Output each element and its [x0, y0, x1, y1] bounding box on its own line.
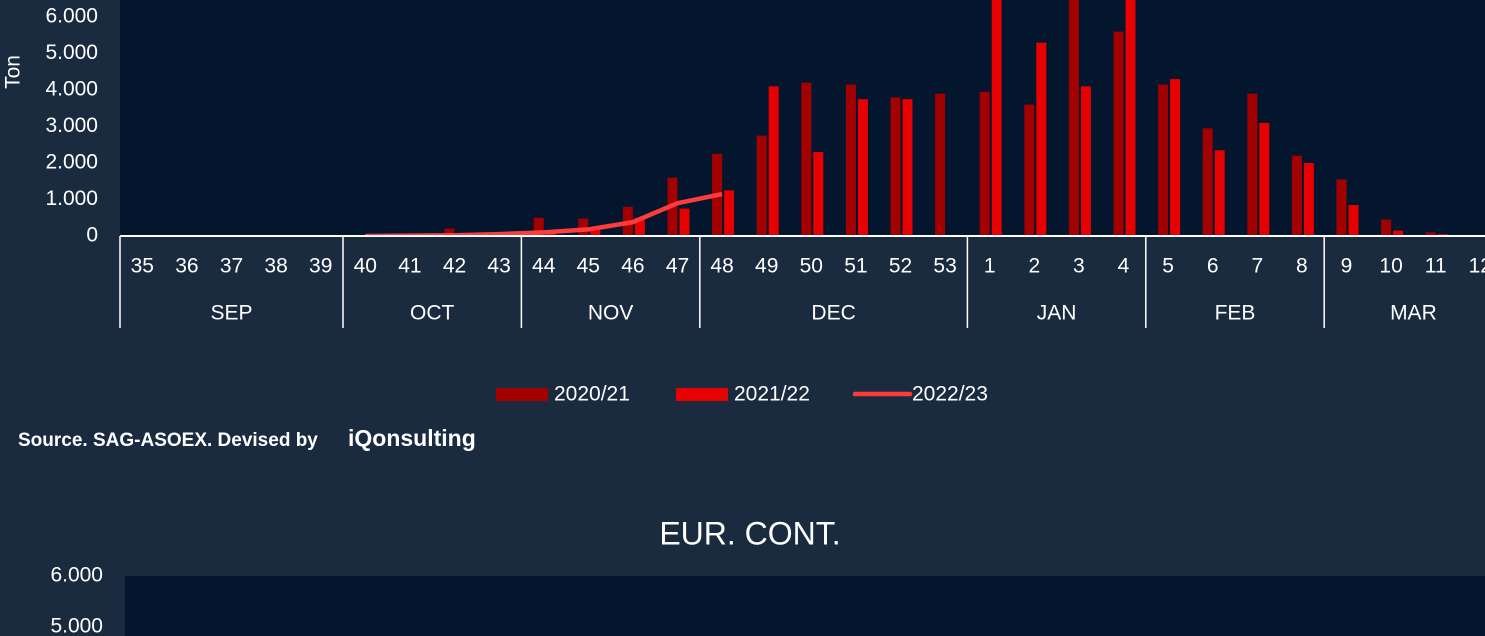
bar [935, 93, 946, 236]
x-tick-label: 45 [577, 255, 600, 278]
x-tick-label: 37 [220, 255, 243, 278]
x-tick-label: 36 [175, 255, 198, 278]
bar [724, 190, 735, 236]
x-tick-label: 52 [889, 255, 912, 278]
bar [1291, 155, 1302, 236]
source: Source. SAG-ASOEX. Devised by [18, 430, 318, 451]
bar [801, 82, 812, 236]
bars [278, 0, 1485, 236]
bar [991, 0, 1002, 236]
bar [1259, 122, 1270, 236]
x-tick-label: 44 [532, 255, 556, 278]
group-label: JAN [1037, 302, 1077, 325]
x-tick-label: 53 [933, 255, 956, 278]
y-tick-label: 6.000 [50, 564, 103, 587]
bar [590, 228, 601, 236]
plot-area [125, 576, 1485, 636]
bar [1381, 219, 1392, 236]
bar [813, 152, 824, 236]
x-tick-label: 12 [1469, 255, 1485, 278]
bar [1348, 204, 1359, 236]
group-label: MAR [1390, 302, 1437, 325]
bar [1170, 79, 1181, 236]
bar [545, 232, 556, 236]
bar [1393, 230, 1404, 236]
x-tick-label: 35 [131, 255, 154, 278]
x-tick-label: 39 [309, 255, 332, 278]
x-tick-label: 8 [1296, 255, 1308, 278]
bar [1336, 179, 1347, 236]
x-tick-label: 4 [1118, 255, 1130, 278]
y-tick-label: 1.000 [45, 187, 98, 210]
y-tick-label: 0 [86, 224, 98, 247]
x-tick-label: 41 [398, 255, 421, 278]
y-tick-label: 5.000 [45, 41, 98, 64]
x-tick-label: 51 [844, 255, 867, 278]
x-tick-label: 9 [1341, 255, 1353, 278]
bar [857, 99, 868, 236]
bar [1158, 84, 1169, 236]
x-tick-label: 46 [621, 255, 644, 278]
bar [679, 208, 690, 236]
group-label: NOV [588, 302, 634, 325]
group-label: FEB [1215, 302, 1256, 325]
x-tick-label: 49 [755, 255, 778, 278]
y-tick-label: 5.000 [50, 615, 103, 636]
bar [902, 99, 913, 236]
x-tick-label: 40 [354, 255, 377, 278]
y-tick-label: 6.000 [45, 5, 98, 28]
legend-swatch [676, 388, 728, 401]
bar [979, 91, 990, 236]
x-tick-label: 2 [1028, 255, 1040, 278]
x-tick-label: 5 [1162, 255, 1174, 278]
group-label: DEC [811, 302, 855, 325]
y-tick-label: 3.000 [45, 114, 98, 137]
x-tick-label: 7 [1251, 255, 1263, 278]
bar [768, 86, 779, 236]
legend-label: 2021/22 [734, 383, 810, 406]
bar [1214, 150, 1225, 236]
x-tick-label: 1 [984, 255, 996, 278]
x-tick-label: 42 [443, 255, 466, 278]
bar [578, 218, 589, 236]
bar [1024, 104, 1035, 236]
bar [444, 228, 455, 236]
legend-label: 2020/21 [554, 383, 630, 406]
bar [1425, 232, 1436, 236]
bar [890, 97, 901, 236]
bar [1202, 128, 1213, 236]
bar [1247, 93, 1258, 236]
bar [634, 217, 645, 236]
bar [845, 84, 856, 236]
y-axis-label: Ton [2, 55, 25, 89]
x-tick-label: 50 [800, 255, 823, 278]
x-tick-label: 6 [1207, 255, 1219, 278]
x-tick-label: 47 [666, 255, 689, 278]
x-tick-label: 3 [1073, 255, 1085, 278]
y-tick-label: 4.000 [45, 78, 98, 101]
y-tick-label: 2.000 [45, 151, 98, 174]
chart-title: EUR. CONT. [659, 515, 840, 551]
bar [533, 217, 544, 236]
group-label: SEP [210, 302, 252, 325]
logo: iQonsulting [348, 425, 476, 451]
x-tick-label: 43 [487, 255, 510, 278]
group-label: OCT [410, 302, 455, 325]
bar [1068, 0, 1079, 236]
x-tick-label: 38 [264, 255, 287, 278]
x-tick-label: 48 [710, 255, 733, 278]
bar [1113, 31, 1124, 236]
bar [1080, 86, 1091, 236]
legend-swatch [496, 388, 548, 401]
x-tick-label: 11 [1425, 255, 1447, 278]
bar [1125, 0, 1136, 236]
bar [1036, 42, 1047, 236]
x-tick-label: 10 [1379, 255, 1402, 278]
bar [1303, 163, 1314, 236]
bar [756, 135, 767, 236]
legend-label: 2022/23 [912, 383, 988, 406]
